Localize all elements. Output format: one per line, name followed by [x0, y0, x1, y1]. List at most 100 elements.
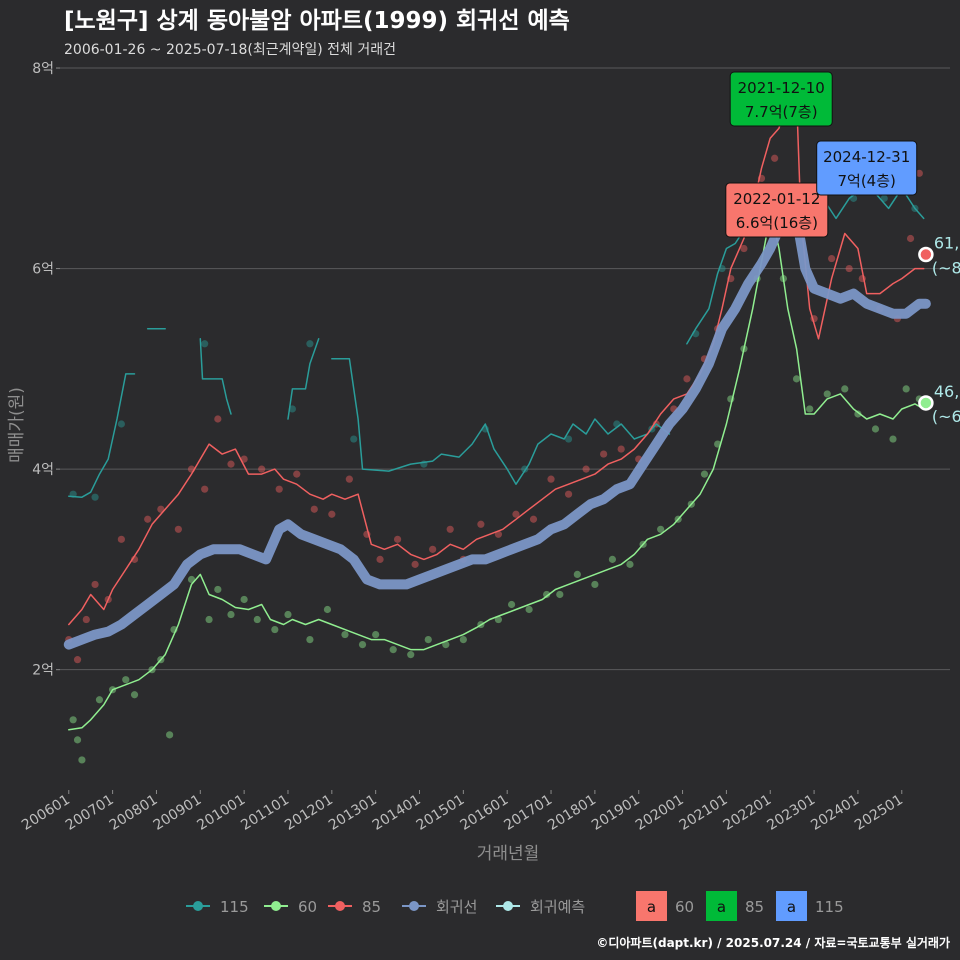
- scatter-point-115: [91, 493, 99, 501]
- chart-title: [노원구] 상계 동아불암 아파트(1999) 회귀선 예측: [64, 8, 570, 34]
- scatter-point-60: [271, 625, 279, 634]
- scatter-point-85: [512, 510, 520, 518]
- scatter-point-60: [792, 375, 801, 383]
- scatter-point-85: [376, 555, 384, 563]
- series-line-115: [68, 373, 136, 498]
- scatter-point-85: [275, 485, 283, 493]
- y-tick-label: 4억: [32, 462, 54, 478]
- scatter-point-60: [543, 590, 551, 599]
- scatter-point-60: [205, 615, 213, 624]
- scatter-point-115: [564, 435, 573, 443]
- y-tick-label: 8억: [32, 61, 54, 77]
- scatter-point-60: [459, 635, 467, 644]
- scatter-point-60: [525, 605, 533, 614]
- legend-box: [706, 891, 737, 921]
- scatter-point-60: [372, 630, 380, 639]
- scatter-point-60: [166, 731, 174, 739]
- scatter-point-85: [345, 475, 353, 483]
- scatter-point-85: [683, 375, 691, 383]
- scatter-point-60: [253, 615, 261, 624]
- legend-box-glyph: a: [717, 898, 726, 916]
- scatter-point-60: [358, 641, 367, 649]
- scatter-point-60: [608, 555, 617, 563]
- scatter-point-85: [258, 465, 266, 473]
- annotation-date: 2024-12-31: [823, 148, 910, 166]
- scatter-point-60: [700, 470, 709, 478]
- scatter-point-85: [915, 169, 923, 177]
- scatter-point-60: [95, 696, 104, 704]
- scatter-point-60: [902, 385, 910, 393]
- scatter-point-60: [507, 600, 516, 609]
- scatter-point-85: [446, 525, 454, 533]
- legend-box-label: 60: [675, 898, 694, 916]
- legend-label: 회귀예측: [530, 898, 585, 916]
- legend-key-dot: [409, 901, 419, 911]
- scatter-point-85: [828, 254, 836, 263]
- annotation-date: 2022-01-12: [733, 190, 820, 208]
- scatter-point-60: [122, 676, 130, 684]
- scatter-point-60: [78, 756, 86, 764]
- scatter-point-85: [529, 515, 538, 523]
- scatter-point-85: [771, 154, 779, 162]
- legend: 115 60 85 회귀선 회귀예측 a 60 a 85 a 115: [186, 891, 844, 921]
- scatter-point-60: [214, 585, 222, 594]
- scatter-point-60: [442, 641, 450, 649]
- scatter-point-60: [556, 590, 564, 599]
- scatter-point-85: [201, 485, 209, 493]
- scatter-point-85: [310, 505, 318, 513]
- scatter-point-60: [657, 525, 665, 533]
- scatter-point-85: [564, 490, 573, 498]
- scatter-point-60: [389, 646, 397, 654]
- scatter-point-60: [73, 736, 82, 744]
- scatter-point-85: [73, 656, 82, 664]
- scatter-point-60: [626, 560, 634, 568]
- legend-box: [636, 891, 667, 921]
- scatter-point-115: [288, 405, 296, 413]
- scatter-point-60: [69, 716, 77, 724]
- legend-key-dot: [271, 901, 281, 911]
- scatter-point-60: [341, 630, 349, 639]
- annotation-box: [725, 182, 829, 238]
- forecast-point-85: [918, 246, 934, 263]
- scatter-point-115: [880, 194, 888, 202]
- annotation-value: 7.7억(7층): [745, 103, 818, 121]
- scatter-point-60: [240, 595, 248, 604]
- scatter-point-85: [328, 510, 336, 518]
- scatter-point-85: [906, 234, 915, 243]
- forecast-area-85: (~85㎡): [932, 259, 960, 278]
- legend-label: 회귀선: [436, 898, 477, 916]
- annotation-box: [816, 140, 918, 196]
- scatter-point-85: [411, 560, 419, 568]
- y-axis-label: 매매가(원): [7, 387, 27, 463]
- forecast-point-60: [918, 395, 934, 411]
- scatter-point-115: [201, 340, 209, 348]
- legend-box-label: 115: [815, 898, 844, 916]
- legend-label: 85: [362, 898, 381, 916]
- scatter-point-60: [591, 580, 599, 589]
- series-line-115: [331, 358, 671, 485]
- scatter-point-60: [806, 405, 814, 413]
- chart-subtitle: 2006-01-26 ~ 2025-07-18(최근계약일) 전체 거래건: [64, 42, 396, 58]
- scatter-point-60: [424, 635, 432, 644]
- legend-key-dot: [193, 901, 203, 911]
- y-axis-ticks: 2억 4억 6억 8억: [32, 61, 60, 679]
- scatter-point-85: [227, 460, 235, 468]
- scatter-point-85: [214, 415, 222, 423]
- series-line-115: [287, 338, 320, 420]
- scatter-point-60: [871, 425, 880, 433]
- scatter-point-85: [547, 475, 555, 483]
- legend-label: 60: [298, 898, 317, 916]
- scatter-point-60: [854, 410, 862, 418]
- scatter-point-85: [174, 525, 182, 533]
- scatter-point-60: [573, 570, 581, 579]
- annotation-value: 6.6억(16층): [736, 214, 818, 232]
- scatter-point-60: [889, 435, 897, 443]
- scatter-point-85: [477, 520, 485, 528]
- scatter-point-115: [350, 435, 358, 443]
- legend-box: [776, 891, 807, 921]
- scatter-point-85: [393, 535, 402, 543]
- y-tick-label: 2억: [32, 663, 54, 679]
- credit-text: ©디아파트(dapt.kr) / 2025.07.24 / 자료=국토교통부 실…: [596, 935, 950, 950]
- legend-box-label: 85: [745, 898, 764, 916]
